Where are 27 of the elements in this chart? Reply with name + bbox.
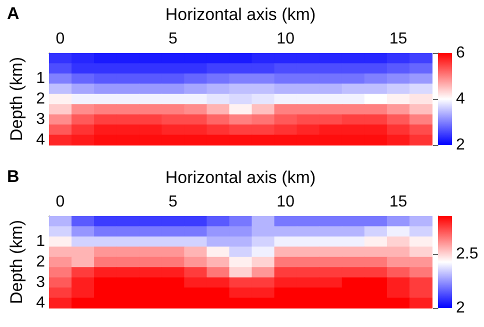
y-tick-label: 1: [36, 233, 46, 250]
chart-title: B: [7, 167, 20, 186]
y-tick-label: 2: [36, 254, 46, 270]
x-tick-label: 0: [56, 194, 65, 210]
y-tick-label: 3: [36, 274, 46, 291]
x-tick-label: 0: [56, 30, 65, 48]
x-axis-title: Horizontal axis (km): [165, 168, 316, 187]
y-tick-label: 3: [36, 110, 46, 128]
x-tick-label: 5: [168, 30, 178, 48]
color-bar-label: 2: [456, 136, 465, 154]
color-bar-label: 6: [456, 44, 465, 62]
color-bar-label: 2: [456, 300, 465, 316]
y-tick-label: 4: [36, 294, 46, 312]
x-tick-label: 15: [389, 194, 408, 210]
x-axis-title: Horizontal axis (km): [165, 5, 316, 24]
y-tick-label: 2: [36, 90, 46, 108]
y-tick-label: 1: [36, 70, 46, 88]
chart-title: A: [7, 4, 20, 23]
color-bar-label: 4: [456, 90, 465, 108]
x-tick-label: 15: [389, 30, 408, 48]
y-tick-label: 4: [36, 131, 46, 148]
color-bar-label: 2.5: [456, 245, 478, 262]
x-tick-label: 10: [276, 194, 295, 210]
x-tick-label: 5: [168, 194, 178, 210]
y-axis-title: Depth (km): [7, 56, 26, 142]
x-tick-label: 10: [276, 30, 295, 48]
y-axis-title: Depth (km): [7, 220, 26, 304]
